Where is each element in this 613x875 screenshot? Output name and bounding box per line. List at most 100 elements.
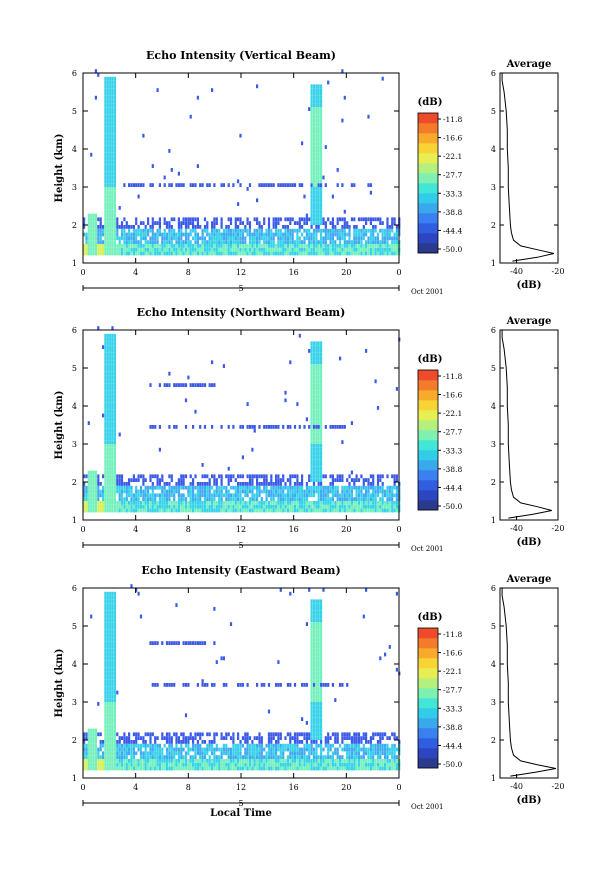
heatmap-cell [106, 740, 109, 744]
heatmap-cell [270, 766, 273, 771]
heatmap-cell [293, 247, 297, 252]
heatmap-cell [279, 766, 282, 771]
heatmap-cell [94, 247, 97, 252]
heatmap-cell [196, 751, 199, 756]
heatmap-cell [104, 221, 107, 225]
heatmap-cell [154, 221, 157, 225]
heatmap-cell [109, 645, 112, 649]
heatmap-cell [320, 364, 323, 368]
heatmap-cell [106, 84, 109, 89]
heatmap-cell [106, 341, 109, 346]
heatmap-cell [317, 455, 320, 460]
heatmap-cell [139, 244, 143, 248]
heatmap-cell [312, 145, 316, 149]
heatmap-cell [163, 759, 166, 763]
heatmap-cell [376, 217, 380, 222]
colorbar-tick-label: -44.4 [443, 483, 462, 492]
heatmap-cell [109, 375, 112, 380]
heatmap-cell [118, 751, 121, 756]
heatmap-cell [104, 459, 107, 463]
heatmap-cell [339, 501, 342, 505]
heatmap-cell [206, 751, 209, 756]
heatmap-cell [365, 497, 368, 501]
heatmap-cell [165, 766, 169, 771]
heatmap-cell [315, 375, 318, 380]
heatmap-cell [279, 508, 282, 513]
heatmap-cell [315, 698, 318, 702]
heatmap-cell [260, 504, 263, 509]
heatmap-cell [310, 413, 313, 418]
heatmap-cell [305, 251, 308, 256]
heatmap-cell [187, 508, 190, 513]
heatmap-cell [92, 501, 95, 505]
heatmap-cell [310, 440, 313, 444]
heatmap-cell [270, 751, 273, 756]
heatmap-cell [113, 755, 116, 759]
heatmap-cell [94, 759, 97, 763]
heatmap-cell [120, 232, 124, 237]
heatmap-cell [346, 751, 349, 756]
heatmap-cell [282, 759, 285, 763]
heatmap-cell [147, 244, 150, 248]
heatmap-cell [256, 478, 259, 482]
heatmap-cell [232, 501, 235, 505]
heatmap-cell [355, 751, 358, 756]
heatmap-cell [272, 247, 275, 252]
heatmap-cell [232, 751, 235, 756]
heatmap-cell [362, 497, 365, 501]
heatmap-cell [111, 118, 114, 123]
heatmap-cell [109, 732, 112, 737]
heatmap-cell [296, 236, 299, 241]
heatmap-cell [106, 118, 109, 123]
heatmap-cell [360, 244, 363, 248]
heatmap-cell [213, 247, 216, 252]
heatmap-cell [158, 751, 161, 756]
heatmap-cell [158, 447, 161, 452]
heatmap-cell [357, 736, 361, 740]
heatmap-cell [104, 679, 107, 683]
heatmap-cell [147, 221, 150, 225]
average-y-tick-label: 5 [491, 364, 496, 373]
heatmap-cell [123, 489, 126, 494]
heatmap-cell [137, 225, 140, 229]
heatmap-cell [357, 755, 361, 759]
heatmap-cell [317, 713, 320, 718]
heatmap-cell [310, 114, 313, 119]
heatmap-cell [334, 740, 337, 744]
heatmap-cell [113, 171, 116, 176]
heatmap-cell [277, 247, 280, 252]
heatmap-cell [258, 482, 261, 486]
heatmap-cell [391, 755, 394, 759]
heatmap-cell [341, 232, 344, 237]
heatmap-cell [244, 240, 247, 244]
heatmap-cell [320, 145, 323, 149]
heatmap-cell [308, 247, 311, 252]
colorbar-tick-label: -11.8 [443, 115, 462, 124]
colorbar-swatch [418, 430, 438, 441]
heatmap-cell [213, 489, 216, 494]
heatmap-cell [106, 629, 109, 634]
heatmap-cell [90, 240, 93, 244]
heatmap-cell [111, 126, 114, 130]
heatmap-cell [83, 732, 86, 737]
heatmap-cell [104, 713, 107, 718]
heatmap-cell [106, 364, 109, 368]
heatmap-cell [213, 225, 216, 229]
heatmap-cell [187, 736, 190, 740]
heatmap-cell [106, 599, 109, 604]
heatmap-cell [97, 73, 100, 77]
heatmap-cell [144, 743, 147, 748]
heatmap-cell [315, 728, 318, 733]
heatmap-cell [315, 603, 318, 607]
heatmap-cell [104, 118, 107, 123]
heatmap-cell [350, 485, 353, 490]
heatmap-cell [362, 732, 365, 737]
heatmap-cell [147, 228, 150, 233]
colorbar-swatch [418, 708, 438, 719]
heatmap-cell [395, 591, 398, 596]
heatmap-cell [369, 228, 372, 233]
heatmap-cell [341, 225, 344, 229]
heatmap-cell [154, 244, 157, 248]
heatmap-cell [206, 508, 209, 513]
heatmap-cell [320, 728, 323, 733]
